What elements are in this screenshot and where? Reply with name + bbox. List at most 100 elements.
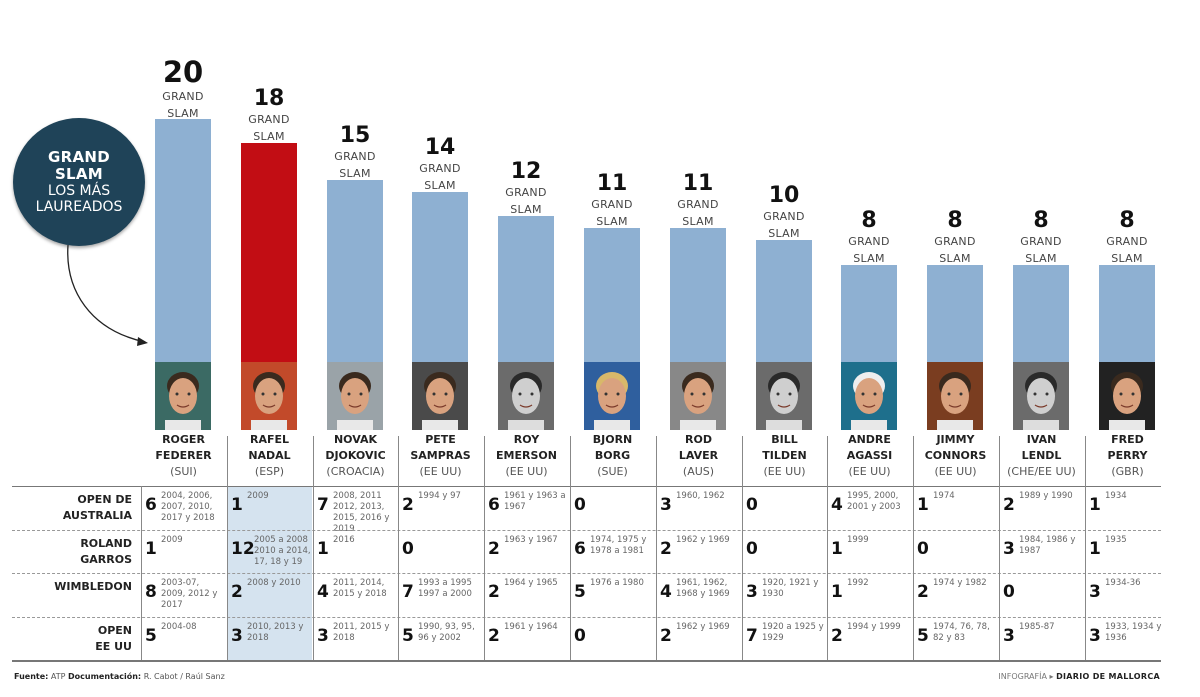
bar <box>756 240 812 362</box>
titles-count: 3 <box>1003 538 1015 559</box>
titles-count: 3 <box>1089 582 1101 602</box>
titles-count: 1 <box>1089 495 1101 515</box>
titles-years: 1984, 1986 y 1987 <box>1019 534 1076 556</box>
unit-line-2: SLAM <box>1111 252 1143 265</box>
player-country: (SUI) <box>170 465 197 478</box>
table-cell: 2 2008 y 2010 <box>227 574 312 618</box>
bar-wrap <box>155 119 211 362</box>
player-last-name: LAVER <box>678 449 719 462</box>
titles-years: 2011, 2014, 2015 y 2018 <box>333 578 387 599</box>
table-cell: 5 1976 a 1980 <box>570 574 655 618</box>
total-titles: 8 <box>861 208 877 233</box>
titles-years: 2003-07, 2009, 2012 y 2017 <box>161 578 218 610</box>
titles-years: 1933, 1934 y 1936 <box>1105 621 1162 643</box>
titles-years: 1963 y 1967 <box>504 534 558 545</box>
titles-count: 2 <box>917 582 929 602</box>
bar-value-label: 8 GRAND SLAM <box>1079 209 1175 267</box>
titles-years: 2011, 2015 y 2018 <box>333 621 390 643</box>
table-cell: 1 2009 <box>227 487 312 531</box>
title-line-2: SLAM <box>54 165 104 183</box>
total-titles: 15 <box>339 123 371 148</box>
titles-years: 1962 y 1969 <box>676 534 730 545</box>
bar-wrap <box>841 265 897 362</box>
bar-wrap <box>670 228 726 362</box>
titles-count: 7 <box>746 625 758 646</box>
bar-value-label: 8 GRAND SLAM <box>907 209 1003 267</box>
titles-years: 1962 y 1969 <box>676 621 730 632</box>
table-cell: 6 2004, 2006, 2007, 2010, 2017 y 2018 <box>141 487 226 531</box>
player-country: (CROACIA) <box>326 465 385 478</box>
titles-years: 1994 y 97 <box>418 491 461 501</box>
player-first-name: ROY <box>513 433 540 446</box>
row-label: OPEN DE AUSTRALIA <box>62 493 132 522</box>
player-last-name: FEDERER <box>155 449 212 462</box>
unit-line-1: GRAND <box>934 235 976 248</box>
player-first-name: RAFEL <box>249 433 290 446</box>
table-cell: 0 <box>570 487 655 531</box>
player-first-name: ANDRE <box>848 433 891 446</box>
table-cell: 6 1974, 1975 y 1978 a 1981 <box>570 531 655 575</box>
titles-years: 1974, 1975 y 1978 a 1981 <box>590 534 647 556</box>
table-cell: 3 1960, 1962 <box>656 487 741 531</box>
table-cell: 6 1961 y 1963 a 1967 <box>484 487 569 531</box>
table-row: WIMBLEDON 8 2003-07, 2009, 2012 y 2017 2… <box>12 573 1161 618</box>
player-names-row: ROGER FEDERER (SUI) RAFEL NADAL (ESP) NOVA… <box>140 430 1160 485</box>
titles-count: 5 <box>145 625 157 646</box>
titles-years: 1994 y 1999 <box>847 621 901 632</box>
bar-value-label: 20 GRAND SLAM <box>135 57 231 122</box>
table-cell: 8 2003-07, 2009, 2012 y 2017 <box>141 574 226 618</box>
table-cell: 7 2008, 2011 2012, 2013, 2015, 2016 y 20… <box>313 487 398 534</box>
table-cell: 2 1974 y 1982 <box>913 574 998 618</box>
table-cell: 1 1974 <box>913 487 998 531</box>
unit-line-1: GRAND <box>677 198 719 211</box>
player-country: (GBR) <box>1111 465 1144 478</box>
footer-source: Fuente: ATP Documentación: R. Cabot / Ra… <box>14 672 225 681</box>
player-photo <box>241 362 297 430</box>
player-last-name: SAMPRAS <box>410 449 471 462</box>
unit-line-1: GRAND <box>505 186 547 199</box>
titles-count: 2 <box>831 625 843 646</box>
player-name: FRED PERRY (GBR) <box>1085 432 1170 480</box>
titles-years: 2016 <box>333 534 355 545</box>
table-cell: 2 1994 y 1999 <box>827 618 912 662</box>
titles-count: 1 <box>317 538 329 559</box>
titles-count: 3 <box>746 582 758 602</box>
table-cell: 2 1964 y 1965 <box>484 574 569 618</box>
player-first-name: ROD <box>685 433 712 446</box>
total-titles: 8 <box>947 208 963 233</box>
titles-count: 4 <box>660 582 672 602</box>
table-cell: 0 <box>570 618 655 662</box>
titles-count: 5 <box>917 625 929 646</box>
unit-line-1: GRAND <box>848 235 890 248</box>
player-name: ROGER FEDERER (SUI) <box>141 432 226 480</box>
player-photo <box>927 362 983 430</box>
titles-count: 1 <box>231 495 243 515</box>
bar <box>670 228 726 362</box>
table-cell: 1 1934 <box>1085 487 1170 531</box>
total-titles: 12 <box>510 159 542 184</box>
total-titles: 10 <box>768 183 800 208</box>
titles-count: 2 <box>488 625 500 646</box>
bar-wrap <box>498 216 554 362</box>
titles-years: 1990, 93, 95, 96 y 2002 <box>418 621 475 643</box>
titles-count: 2 <box>1003 495 1015 515</box>
titles-count: 12 <box>231 538 255 559</box>
bar <box>1013 265 1069 362</box>
unit-line-1: GRAND <box>763 210 805 223</box>
row-label: ROLAND GARROS <box>80 536 132 566</box>
titles-years: 1989 y 1990 <box>1019 491 1073 501</box>
table-cell: 3 2010, 2013 y 2018 <box>227 618 312 662</box>
titles-count: 0 <box>746 538 758 559</box>
column-divider <box>999 436 1000 660</box>
table-cell: 4 1961, 1962, 1968 y 1969 <box>656 574 741 618</box>
bar-value-label: 18 GRAND SLAM <box>221 87 317 145</box>
player-first-name: BJORN <box>592 433 633 446</box>
player-last-name: DJOKOVIC <box>325 449 386 462</box>
column-divider <box>827 436 828 660</box>
player-name: NOVAK DJOKOVIC (CROACIA) <box>313 432 398 480</box>
title-line-3: LOS MÁS <box>47 183 111 199</box>
player-country: (EE UU) <box>934 465 977 478</box>
titles-years: 1934 <box>1105 491 1127 501</box>
titles-years: 1992 <box>847 578 869 588</box>
table-cell: 3 1920, 1921 y 1930 <box>742 574 827 618</box>
